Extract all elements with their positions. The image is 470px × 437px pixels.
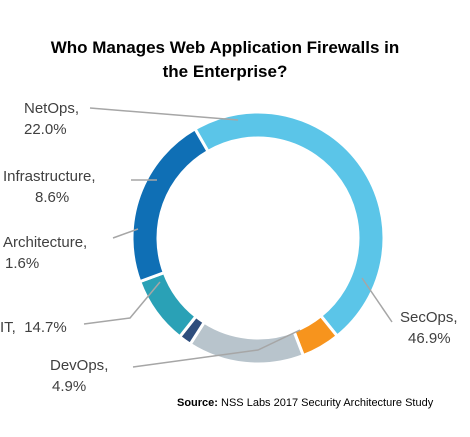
slice-infrastructure bbox=[137, 270, 199, 339]
label-netops: NetOps, 22.0% bbox=[24, 98, 79, 140]
label-infrastructure: Infrastructure, 8.6% bbox=[3, 166, 96, 208]
label-secops-value: 46.9% bbox=[408, 330, 451, 347]
label-infrastructure-name: Infrastructure, bbox=[3, 168, 96, 185]
label-secops: SecOps, 46.9% bbox=[400, 307, 458, 349]
label-infrastructure-value: 8.6% bbox=[35, 189, 70, 206]
leader-line-architecture bbox=[112, 228, 139, 239]
label-devops-name: DevOps, bbox=[50, 357, 109, 374]
label-netops-value: 22.0% bbox=[24, 121, 67, 138]
leader-line-netops bbox=[89, 107, 239, 121]
slice-it bbox=[188, 320, 306, 366]
chart-title: Who Manages Web Application Firewalls in… bbox=[0, 36, 450, 84]
slice-secops bbox=[192, 110, 386, 339]
label-architecture-value: 1.6% bbox=[5, 255, 40, 272]
slice-netops bbox=[130, 126, 211, 284]
label-secops-name: SecOps, bbox=[400, 309, 458, 326]
leader-line-secops bbox=[361, 277, 393, 323]
label-devops: DevOps, 4.9% bbox=[50, 355, 108, 397]
source-note: Source: NSS Labs 2017 Security Architect… bbox=[177, 397, 433, 409]
label-architecture: Architecture, 1.6% bbox=[3, 232, 87, 274]
source-label: Source: bbox=[177, 397, 218, 409]
leader-line-it bbox=[83, 281, 161, 325]
label-it-name: IT bbox=[0, 319, 12, 336]
leader-line-devops bbox=[132, 329, 301, 368]
source-text: NSS Labs 2017 Security Architecture Stud… bbox=[221, 397, 434, 409]
chart-title-line-1: Who Manages Web Application Firewalls in bbox=[50, 38, 400, 57]
label-netops-name: NetOps, bbox=[24, 100, 80, 117]
label-it: IT, 14.7% bbox=[0, 319, 67, 336]
chart-title-line-2: the Enterprise? bbox=[162, 62, 288, 81]
label-architecture-name: Architecture, bbox=[3, 234, 88, 251]
label-devops-value: 4.9% bbox=[52, 378, 87, 395]
label-it-value: 14.7% bbox=[24, 319, 67, 336]
